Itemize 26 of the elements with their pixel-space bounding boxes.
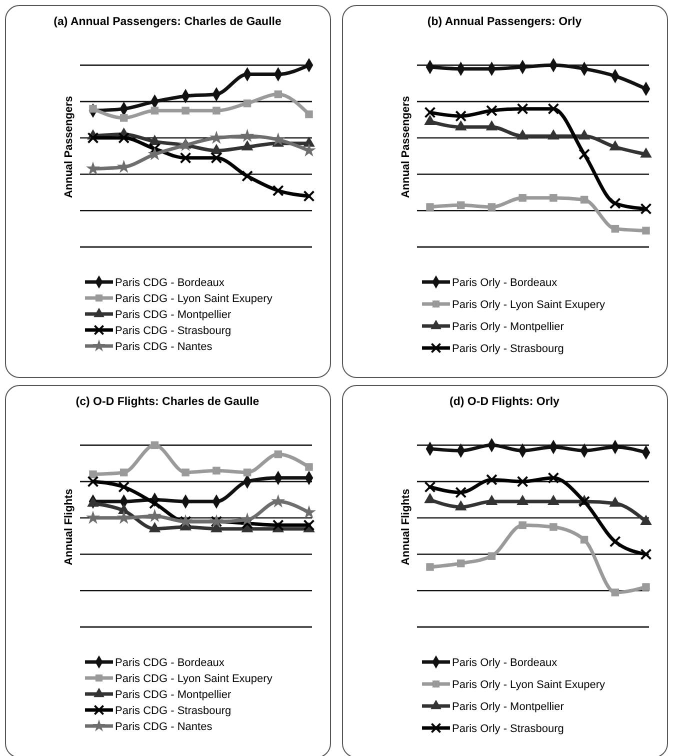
legend-label: Paris CDG - Montpellier [115, 689, 232, 701]
legend-label: Paris CDG - Nantes [115, 341, 213, 353]
legend-label: Paris CDG - Strasbourg [115, 325, 232, 337]
chart-title: (c) O-D Flights: Charles de Gaulle [76, 396, 260, 408]
y-axis-title: Annual Flights [63, 488, 75, 566]
chart-title: (d) O-D Flights: Orly [450, 396, 560, 408]
legend-label: Paris Orly - Lyon Saint Exupery [452, 679, 606, 691]
legend-label: Paris Orly - Strasbourg [452, 343, 564, 355]
legend-label: Paris Orly - Montpellier [452, 321, 564, 333]
legend-label: Paris CDG - Bordeaux [115, 277, 225, 289]
y-axis-title: Annual Passengers [400, 96, 412, 198]
legend-label: Paris Orly - Strasbourg [452, 723, 564, 735]
legend-label: Paris CDG - Bordeaux [115, 657, 225, 669]
legend-label: Paris CDG - Lyon Saint Exupery [115, 293, 273, 305]
legend-label: Paris Orly - Lyon Saint Exupery [452, 299, 606, 311]
legend-label: Paris Orly - Montpellier [452, 701, 564, 713]
legend-label: Paris Orly - Bordeaux [452, 277, 558, 289]
legend-label: Paris CDG - Lyon Saint Exupery [115, 673, 273, 685]
y-axis-title: Annual Passengers [63, 96, 75, 198]
legend-label: Paris Orly - Bordeaux [452, 657, 558, 669]
chart-title: (a) Annual Passengers: Charles de Gaulle [54, 16, 282, 28]
legend-label: Paris CDG - Montpellier [115, 309, 232, 321]
legend-label: Paris CDG - Nantes [115, 721, 213, 733]
y-axis-title: Annual Flights [400, 488, 412, 566]
chart-title: (b) Annual Passengers: Orly [427, 16, 582, 28]
legend-label: Paris CDG - Strasbourg [115, 705, 232, 717]
